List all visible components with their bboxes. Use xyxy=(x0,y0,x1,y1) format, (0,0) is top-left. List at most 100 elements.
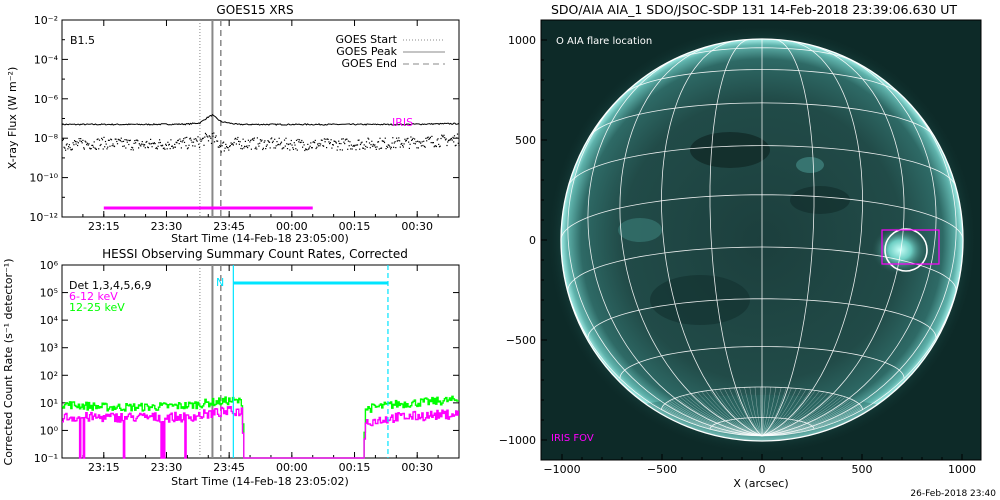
goes-short-channel-point xyxy=(275,145,277,147)
goes-x-tick-label: 23:30 xyxy=(151,220,183,233)
aia-polar-grid-line xyxy=(749,387,763,436)
goes-short-channel-point xyxy=(230,142,232,144)
goes-short-channel-point xyxy=(76,141,78,143)
goes-short-channel-point xyxy=(256,137,258,139)
aia-polar-grid-line xyxy=(761,386,766,436)
aia-polar-grid-line xyxy=(754,387,763,436)
goes-short-channel-point xyxy=(454,145,456,147)
goes-short-channel-point xyxy=(239,141,241,143)
goes-short-channel-point xyxy=(96,138,98,141)
goes-short-channel-point xyxy=(336,149,338,151)
goes-short-channel-point xyxy=(406,138,408,140)
goes-short-channel-point xyxy=(314,139,316,141)
goes-short-channel-point xyxy=(447,141,449,143)
goes-short-channel-point xyxy=(358,139,360,141)
goes-short-channel-point xyxy=(68,144,70,146)
goes-short-channel-point xyxy=(62,138,64,140)
goes-short-channel-point xyxy=(277,144,279,146)
goes-short-channel-point xyxy=(289,143,292,145)
goes-short-channel-point xyxy=(156,147,158,149)
aia-polar-grid-line xyxy=(761,397,849,436)
goes-short-channel-point xyxy=(98,148,100,150)
aia-longitude-line xyxy=(587,54,763,437)
goes-short-channel-point xyxy=(147,146,149,148)
aia-polar-grid-line xyxy=(744,387,763,436)
goes-short-channel-point xyxy=(287,143,289,146)
goes-short-channel-point xyxy=(351,148,353,150)
goes-short-channel-point xyxy=(75,143,77,145)
goes-short-channel-point xyxy=(125,139,128,141)
goes-short-channel-point xyxy=(185,145,187,147)
aia-polar-grid-line xyxy=(686,394,763,436)
goes-short-channel-point xyxy=(450,138,452,140)
goes-short-channel-point xyxy=(402,146,404,148)
goes-short-channel-point xyxy=(316,146,318,148)
goes-short-channel-point xyxy=(328,141,330,143)
goes-short-channel-point xyxy=(64,147,66,149)
goes-short-channel-point xyxy=(311,147,313,149)
goes-short-channel-point xyxy=(434,145,436,147)
goes-short-channel-point xyxy=(279,144,281,146)
goes-short-channel-point xyxy=(167,141,169,143)
goes-short-channel-point xyxy=(292,148,295,150)
goes-short-channel-point xyxy=(113,145,115,147)
goes-short-channel-point xyxy=(153,143,155,145)
goes-short-channel-point xyxy=(122,140,125,142)
goes-short-channel-point xyxy=(238,140,240,142)
aia-polar-grid-line xyxy=(667,401,763,436)
goes-short-channel-point xyxy=(84,140,86,142)
goes-short-channel-point xyxy=(283,147,285,149)
goes-short-channel-point xyxy=(177,140,179,142)
goes-x-tick-label: 00:15 xyxy=(339,220,371,233)
goes-short-channel-point xyxy=(200,140,202,142)
goes-short-channel-point xyxy=(271,141,274,144)
goes-short-channel-point xyxy=(424,146,426,148)
goes-short-channel-point xyxy=(160,144,162,147)
goes-short-channel-point xyxy=(371,140,373,142)
goes-short-channel-point xyxy=(295,148,297,150)
aia-polar-grid-line xyxy=(682,395,763,436)
goes-short-channel-point xyxy=(298,141,300,143)
aia-polar-grid-line xyxy=(673,398,763,436)
aia-longitude-line xyxy=(761,40,863,437)
goes-short-channel-point xyxy=(223,141,225,143)
aia-panel: SDO/AIA AIA_1 SDO/JSOC-SDP 131 14-Feb-20… xyxy=(499,2,996,499)
goes-short-channel-point xyxy=(72,142,74,144)
goes-short-channel-point xyxy=(390,146,392,148)
goes-short-channel-point xyxy=(444,139,447,141)
goes-short-channel-point xyxy=(83,147,85,149)
aia-polar-grid-line xyxy=(679,396,763,436)
goes-short-channel-point xyxy=(63,146,65,148)
goes-short-channel-point xyxy=(326,138,328,140)
goes-y-axis: 10⁻² 10⁻⁴ 10⁻⁶ 10⁻⁸ 10⁻¹⁰ 10⁻¹² xyxy=(29,14,459,224)
goes-legend-start: GOES Start xyxy=(336,33,398,46)
aia-polar-grid-line xyxy=(761,395,843,436)
goes-short-channel-point xyxy=(226,145,228,148)
aia-polar-grid-line xyxy=(661,408,763,436)
goes-short-channel-point xyxy=(371,145,374,147)
goes-short-channel-point xyxy=(447,140,450,142)
goes-short-channel-point xyxy=(455,144,457,146)
goes-short-channel-point xyxy=(253,139,255,141)
goes-short-channel-point xyxy=(74,141,76,143)
aia-longitude-line xyxy=(661,40,763,437)
aia-polar-grid-line xyxy=(664,403,763,436)
goes-short-channel-point xyxy=(250,139,252,141)
goes-short-channel-point xyxy=(192,145,194,147)
goes-short-channel-point xyxy=(269,147,271,149)
goes-short-channel-point xyxy=(145,141,147,143)
goes-short-channel-point xyxy=(158,142,160,144)
goes-short-channel-point xyxy=(450,137,453,140)
goes-y-tick-label: 10⁻¹² xyxy=(29,211,58,224)
goes-short-channel-point xyxy=(350,144,352,146)
goes-short-channel-point xyxy=(199,138,201,140)
goes-short-channel-point xyxy=(414,143,416,145)
hessi-y-tick-label: 10¹ xyxy=(40,397,58,410)
goes-short-channel-point xyxy=(139,144,141,146)
goes-short-channel-point xyxy=(265,148,267,150)
goes-short-channel-point xyxy=(346,138,348,140)
aia-polar-grid-line xyxy=(761,389,807,436)
goes-short-channel-point xyxy=(272,140,274,142)
goes-short-channel-point xyxy=(417,140,419,142)
goes-short-channel-point xyxy=(92,146,94,148)
